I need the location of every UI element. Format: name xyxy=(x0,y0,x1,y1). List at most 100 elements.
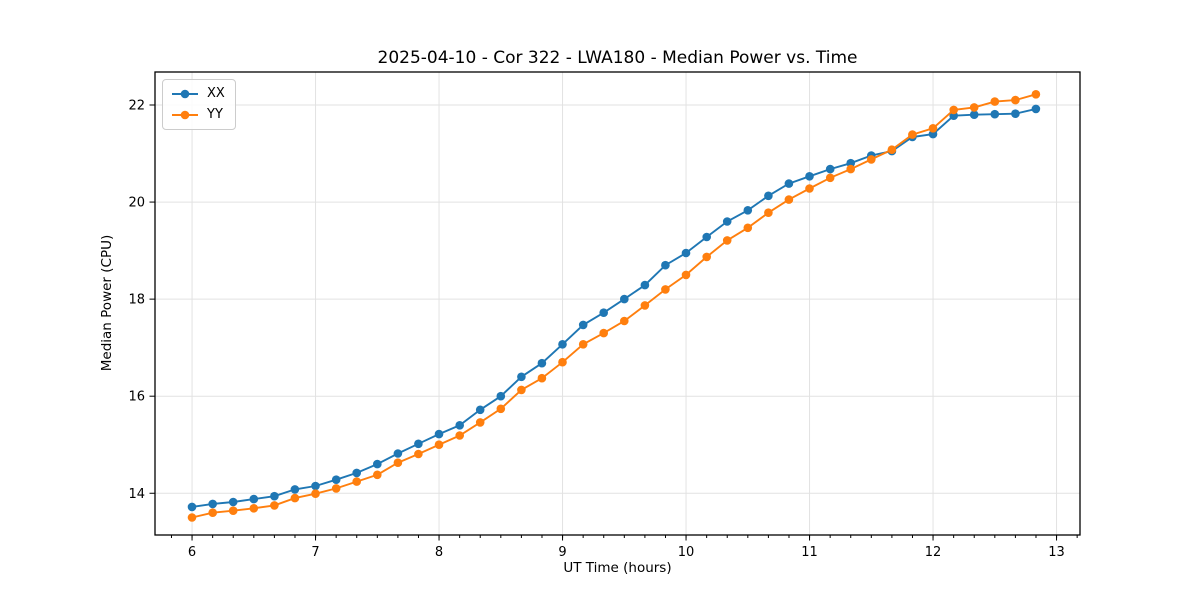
legend-item: XX xyxy=(171,85,225,103)
legend-item-label: YY xyxy=(207,107,223,122)
data-point xyxy=(290,485,300,494)
data-point xyxy=(311,481,320,491)
tick-labels: 6 7 8 9 10 11 12 13 14 16 18 20 22 xyxy=(128,99,1064,560)
data-point xyxy=(228,497,238,507)
data-point xyxy=(558,340,567,349)
data-point xyxy=(475,405,485,415)
data-point xyxy=(187,502,197,512)
data-point xyxy=(620,294,629,304)
data-point xyxy=(414,449,423,459)
data-point xyxy=(702,232,711,242)
data-point xyxy=(681,270,691,280)
data-point xyxy=(331,484,341,493)
data-point xyxy=(928,124,938,133)
data-point xyxy=(661,285,670,294)
svg-text:13: 13 xyxy=(1048,545,1065,560)
legend-item: YY xyxy=(171,106,225,124)
legend-item-label: XX xyxy=(207,86,225,101)
data-point xyxy=(373,470,382,480)
data-point xyxy=(187,513,197,522)
data-point xyxy=(537,358,547,368)
data-point xyxy=(208,508,217,517)
data-point xyxy=(1031,104,1041,114)
data-point xyxy=(270,501,279,510)
data-point xyxy=(1011,109,1020,118)
data-point xyxy=(1011,95,1020,105)
svg-text:16: 16 xyxy=(128,390,145,405)
legend-line-marker-icon xyxy=(172,110,198,120)
data-point xyxy=(764,208,773,217)
data-point xyxy=(517,372,526,382)
data-point xyxy=(455,421,465,430)
data-point xyxy=(805,172,814,181)
data-point xyxy=(496,404,506,414)
data-point xyxy=(270,491,279,501)
svg-text:11: 11 xyxy=(801,545,818,560)
data-point xyxy=(990,109,1000,119)
grid-lines xyxy=(155,72,1080,535)
data-point xyxy=(1031,90,1041,99)
data-point xyxy=(393,458,403,468)
svg-text:20: 20 xyxy=(128,196,145,211)
data-point xyxy=(352,468,362,478)
svg-text:6: 6 xyxy=(188,545,196,560)
data-point xyxy=(414,439,423,449)
data-point xyxy=(208,499,217,509)
plot-frame xyxy=(154,71,1081,536)
data-point xyxy=(373,459,382,469)
data-point xyxy=(825,173,835,183)
data-point xyxy=(846,158,855,168)
data-point xyxy=(352,477,362,486)
data-point xyxy=(249,504,259,513)
data-point xyxy=(599,308,608,318)
data-point xyxy=(434,440,444,450)
data-point xyxy=(969,103,979,112)
data-point xyxy=(578,320,588,330)
svg-text:22: 22 xyxy=(128,99,145,114)
svg-text:18: 18 xyxy=(128,293,145,308)
data-point xyxy=(228,506,238,515)
data-point xyxy=(393,449,403,458)
series-YY xyxy=(187,90,1041,522)
data-point xyxy=(764,191,773,201)
chart-legend: XX YY xyxy=(162,79,236,130)
data-point xyxy=(558,357,567,367)
svg-text:9: 9 xyxy=(558,545,566,560)
data-point xyxy=(455,431,465,440)
svg-text:12: 12 xyxy=(925,545,942,560)
data-point xyxy=(537,373,547,383)
data-point xyxy=(949,105,958,115)
data-point xyxy=(908,130,917,139)
data-point xyxy=(969,110,979,119)
data-point xyxy=(578,340,588,349)
y-axis-label: Median Power (CPU) xyxy=(99,234,115,372)
data-point xyxy=(311,489,320,499)
data-point xyxy=(722,217,732,226)
data-point xyxy=(702,252,711,262)
data-point xyxy=(661,260,670,270)
data-point xyxy=(434,429,444,439)
data-point xyxy=(825,164,835,174)
data-point xyxy=(331,475,341,485)
svg-text:7: 7 xyxy=(311,545,319,560)
data-point xyxy=(722,236,732,245)
data-point xyxy=(805,184,814,193)
svg-text:14: 14 xyxy=(128,487,145,502)
data-point xyxy=(620,316,629,326)
data-point xyxy=(990,97,1000,106)
data-point xyxy=(743,206,753,215)
legend-line-marker-icon xyxy=(172,89,198,99)
data-point xyxy=(599,328,608,338)
svg-text:10: 10 xyxy=(678,545,695,560)
data-point xyxy=(249,494,259,504)
data-point xyxy=(743,223,753,233)
data-point xyxy=(290,493,300,503)
axis-ticks xyxy=(149,104,1078,541)
x-axis-label: UT Time (hours) xyxy=(563,560,672,576)
data-point xyxy=(640,280,650,290)
chart-title: 2025-04-10 - Cor 322 - LWA180 - Median P… xyxy=(377,48,858,68)
data-point xyxy=(846,164,855,174)
data-point xyxy=(681,248,691,258)
